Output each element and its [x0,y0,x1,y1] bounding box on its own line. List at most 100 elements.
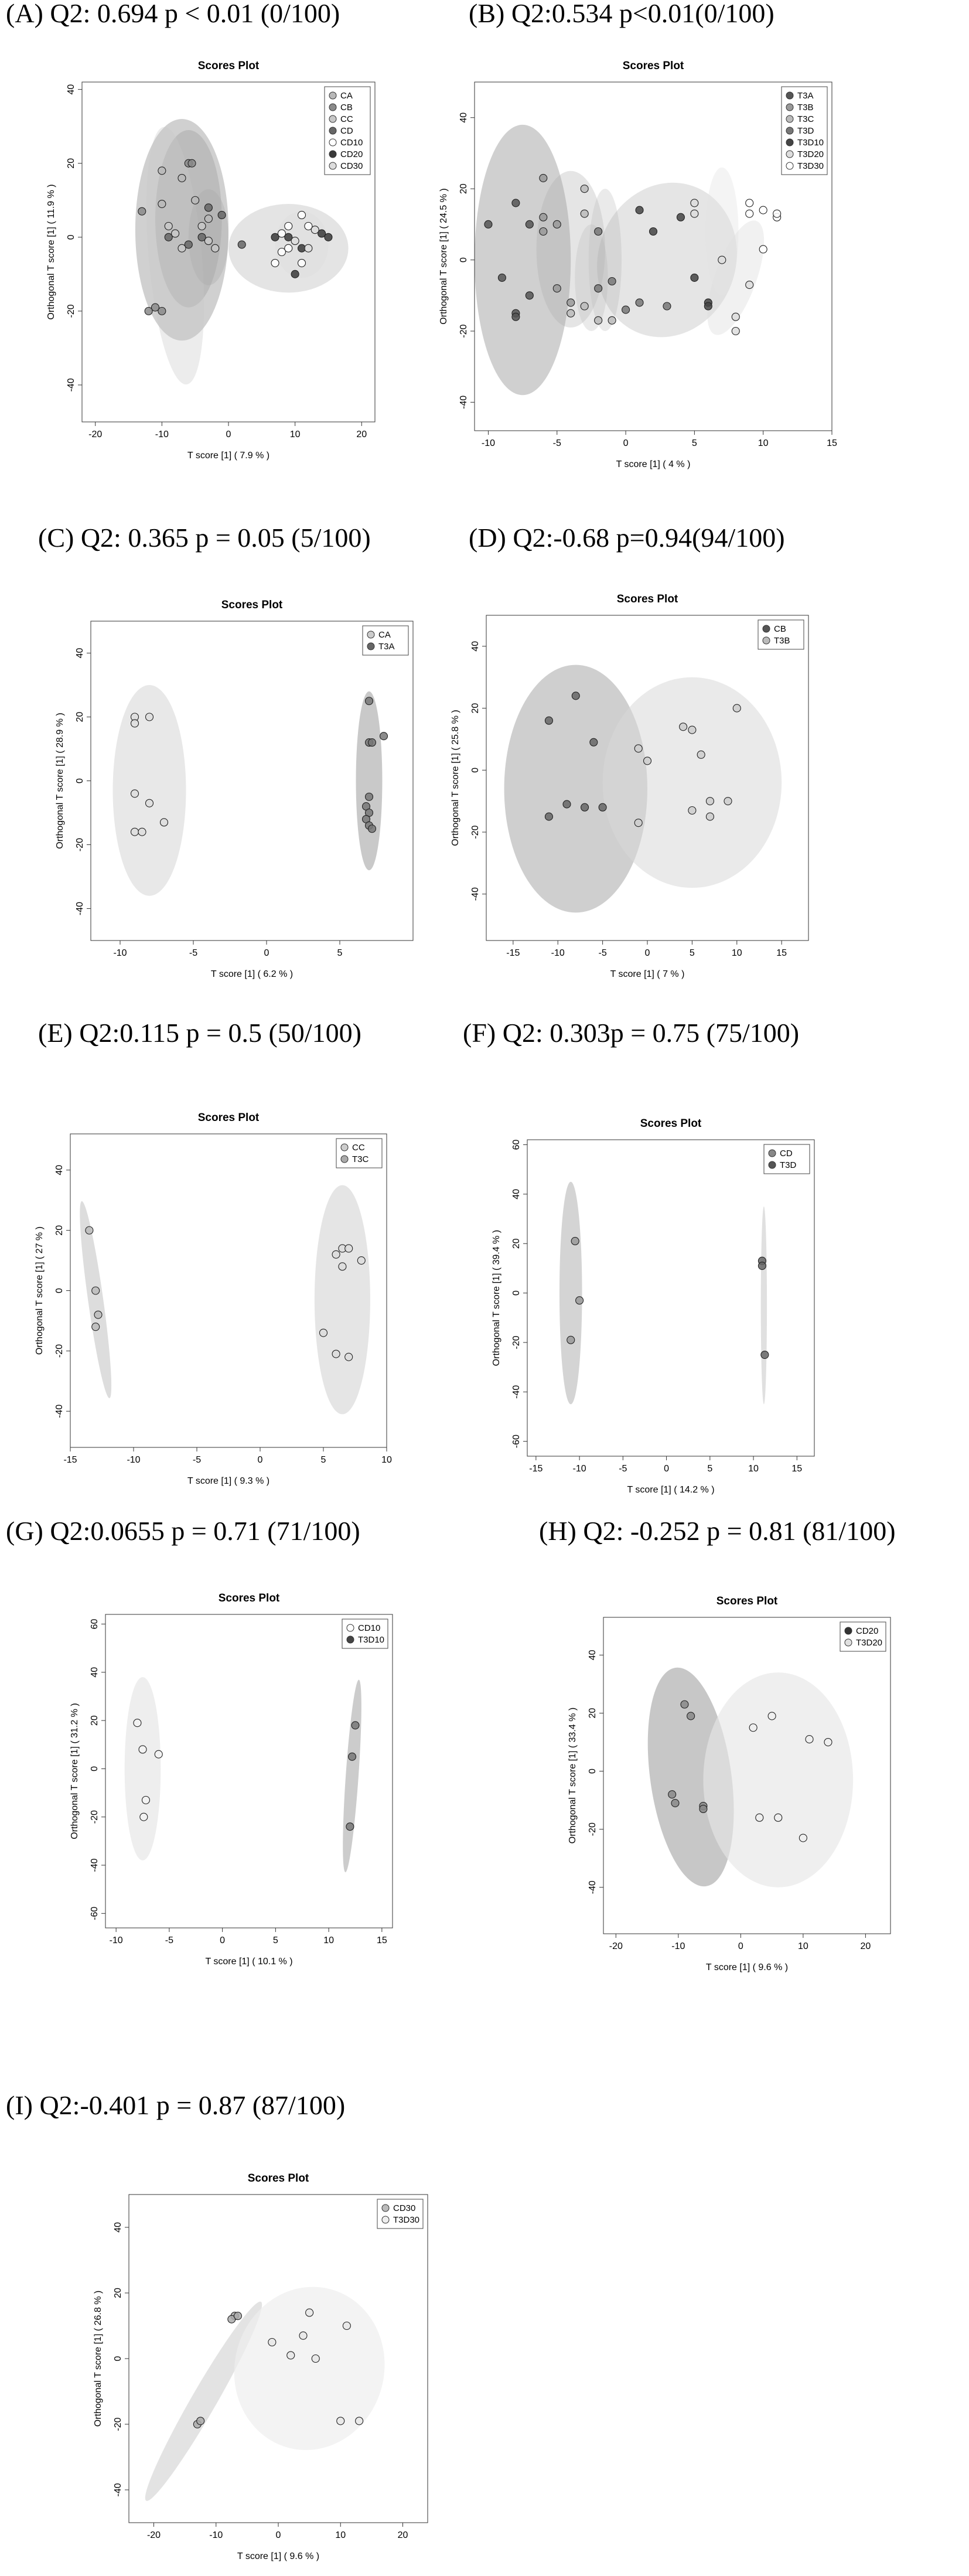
legend-marker [768,1161,776,1169]
data-point [138,1745,147,1754]
legend: CA T3A [362,625,409,656]
x-tick-label: 10 [381,1455,392,1465]
confidence-ellipse [314,1185,370,1415]
confidence-ellipses [559,1181,767,1405]
confidence-ellipse [597,182,737,338]
data-point [304,222,313,230]
scores-plot-G: Scores Plot -10 -5 0 5 10 15 -60 -40 -20 0 20 40 60 T … [70,1592,393,1967]
confidence-ellipses [145,2287,385,2501]
data-point [204,203,213,212]
series-T3D20 [749,1712,832,1842]
legend-marker [329,138,337,146]
data-point [271,258,279,267]
legend-marker [329,162,337,170]
series-CD [567,1236,584,1344]
data-point [567,309,575,318]
confidence-ellipse [155,130,222,308]
data-point [197,233,206,241]
data-point [271,233,279,241]
y-tick-label: 40 [588,1650,598,1660]
series-T3D20 [690,199,754,336]
data-point [164,222,173,230]
data-point [91,1323,100,1331]
data-point [608,277,616,286]
legend-label: T3D [780,1160,797,1170]
legend-label: T3A [378,642,395,652]
data-point [525,220,534,229]
data-point [171,229,180,238]
x-tick-label: 5 [273,1936,278,1945]
data-point [347,1752,357,1761]
confidence-ellipse [234,2287,385,2450]
confidence-ellipse [588,189,622,331]
y-tick-label: -60 [90,1907,100,1920]
x-tick-label: -20 [88,430,102,439]
data-point [799,1834,807,1842]
data-point [85,1226,94,1235]
data-point [635,298,644,307]
x-tick-label: -5 [619,1464,627,1474]
legend-label: T3D30 [393,2215,419,2225]
series-CA [158,166,213,223]
data-point [704,302,712,311]
y-tick-label: 20 [511,1238,521,1249]
confidence-ellipse [145,2301,262,2501]
series-CD [164,203,246,249]
data-point [759,206,767,214]
series-CD30 [291,226,319,253]
data-point [291,237,299,246]
y-axis-label: Orthogonal T score [1] ( 27 % ) [35,1226,45,1355]
legend-box [763,1144,810,1174]
data-point [732,704,741,713]
confidence-ellipse [135,119,228,341]
series-CD10 [271,210,313,267]
series-CC [85,1226,103,1331]
data-point [668,1790,677,1799]
x-axis-label: T score [1] ( 6.2 % ) [211,969,293,979]
x-tick-label: -10 [482,438,495,448]
data-point [164,233,173,241]
data-point [336,2417,345,2425]
y-axis-label: Orthogonal T score [1] ( 33.4 % ) [568,1708,578,1844]
data-point [196,2417,205,2425]
legend: CD10 T3D10 [342,1618,388,1649]
data-point [634,819,643,827]
legend: CD30 T3D30 [377,2199,424,2229]
data-point [158,306,166,315]
data-point [332,1350,340,1358]
x-tick-label: -5 [193,1455,201,1465]
legend-marker [340,1155,349,1163]
y-tick-label: -40 [459,396,469,409]
x-tick-label: -15 [506,948,520,958]
data-point [580,302,589,311]
y-tick-label: 40 [113,2222,123,2233]
x-tick-label: 0 [226,430,231,439]
data-point [598,803,607,812]
data-point [705,812,714,821]
legend-label: CC [340,114,353,124]
x-tick-label: 15 [377,1936,387,1945]
x-tick-label: 0 [220,1936,225,1945]
data-point [589,738,598,747]
data-point [297,258,306,267]
data-point [364,792,374,801]
y-tick-label: -40 [66,378,76,391]
data-point [145,799,154,807]
scores-plot-H: Scores Plot -20 -10 0 10 20 -40 -20 0 20 40 T score… [568,1595,891,1972]
series-CB [544,691,607,821]
confidence-ellipses [124,1677,361,1872]
y-axis-label: Orthogonal T score [1] ( 26.8 % ) [93,2291,103,2427]
data-point [133,1719,142,1727]
plot-frame [474,81,832,431]
data-point [552,220,561,229]
y-tick-label: 60 [511,1139,521,1150]
series-T3B [539,173,575,307]
data-point [805,1735,814,1744]
legend-box [342,1618,388,1649]
data-point [663,302,671,311]
data-point [688,725,697,734]
data-point [643,757,652,765]
scores-plot-E: Scores Plot -15 -10 -5 0 5 10 -40 -20 0 20 40 T scor… [35,1112,392,1486]
x-tick-label: 15 [776,948,787,958]
confidence-ellipse [343,1679,361,1872]
